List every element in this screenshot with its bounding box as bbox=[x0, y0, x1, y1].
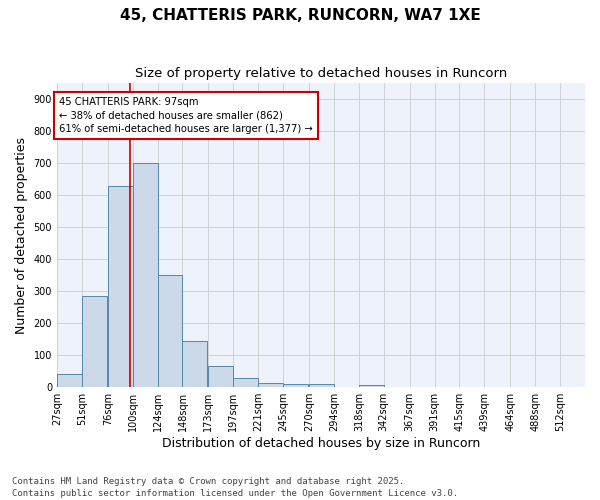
Bar bbox=[359, 384, 384, 387]
Bar bbox=[108, 186, 133, 387]
Y-axis label: Number of detached properties: Number of detached properties bbox=[15, 136, 28, 334]
Bar bbox=[283, 384, 308, 387]
Bar bbox=[182, 341, 208, 387]
Bar bbox=[158, 275, 182, 387]
Bar bbox=[309, 384, 334, 387]
Text: 45, CHATTERIS PARK, RUNCORN, WA7 1XE: 45, CHATTERIS PARK, RUNCORN, WA7 1XE bbox=[119, 8, 481, 22]
Text: Contains HM Land Registry data © Crown copyright and database right 2025.
Contai: Contains HM Land Registry data © Crown c… bbox=[12, 476, 458, 498]
Bar bbox=[133, 163, 158, 387]
Bar bbox=[82, 296, 107, 387]
Bar bbox=[208, 366, 233, 387]
Bar bbox=[258, 383, 283, 387]
X-axis label: Distribution of detached houses by size in Runcorn: Distribution of detached houses by size … bbox=[162, 437, 480, 450]
Bar bbox=[233, 378, 258, 387]
Title: Size of property relative to detached houses in Runcorn: Size of property relative to detached ho… bbox=[135, 68, 507, 80]
Text: 45 CHATTERIS PARK: 97sqm
← 38% of detached houses are smaller (862)
61% of semi-: 45 CHATTERIS PARK: 97sqm ← 38% of detach… bbox=[59, 98, 313, 134]
Bar bbox=[57, 374, 82, 387]
